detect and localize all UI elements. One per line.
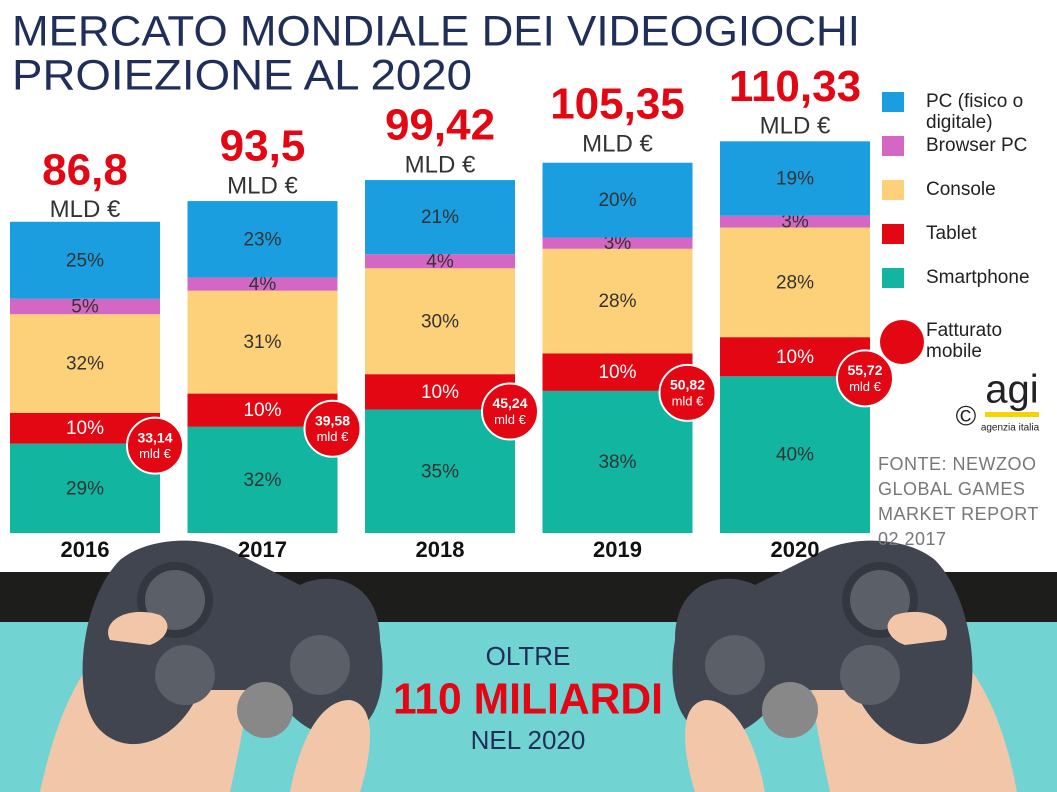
- segment-label: 5%: [71, 297, 99, 318]
- mobile-badge: [658, 363, 717, 422]
- segment-label: 40%: [776, 445, 814, 466]
- total-label: 93,5: [220, 122, 306, 171]
- bar-segment: [720, 215, 870, 228]
- legend-swatch: [882, 92, 904, 112]
- bar-segment: [542, 162, 693, 238]
- legend-swatch: [882, 268, 904, 288]
- bar-segment: [187, 290, 338, 394]
- segment-label: 28%: [776, 272, 814, 293]
- segment-label: 10%: [421, 382, 459, 403]
- segment-label: 21%: [421, 207, 459, 228]
- segment-label: 38%: [598, 452, 636, 473]
- total-unit: MLD €: [760, 113, 831, 140]
- segment-label: 32%: [243, 470, 281, 491]
- mobile-unit: mld €: [139, 446, 172, 461]
- legend-swatch: [880, 320, 924, 364]
- segment-label: 4%: [426, 251, 454, 272]
- total-unit: MLD €: [50, 196, 121, 223]
- bar-segment: [720, 141, 870, 216]
- segment-label: 19%: [776, 169, 814, 190]
- mobile-badge: [836, 349, 894, 408]
- mobile-badge: [126, 416, 184, 475]
- segment-label: 23%: [243, 229, 281, 250]
- year-label: 2018: [416, 537, 465, 562]
- segment-label: 32%: [66, 354, 104, 375]
- year-label: 2019: [593, 537, 642, 562]
- legend-label: Smartphone: [926, 267, 1030, 288]
- legend-label: Browser PC: [926, 135, 1028, 156]
- banner-top: OLTRE: [486, 641, 571, 671]
- bar-segment: [720, 376, 870, 533]
- year-label: 2016: [61, 537, 110, 562]
- bar-segment: [542, 390, 693, 533]
- total-label: 99,42: [385, 101, 495, 150]
- segment-label: 10%: [66, 418, 104, 439]
- mobile-badge: [303, 399, 362, 458]
- segment-label: 20%: [598, 190, 636, 211]
- mobile-unit: mld €: [672, 393, 705, 408]
- segment-label: 35%: [421, 461, 459, 482]
- mobile-value: 39,58: [315, 412, 350, 428]
- chart-title: MERCATO MONDIALE DEI VIDEOGIOCHI: [12, 7, 860, 55]
- logo-copyright: ©: [956, 400, 977, 431]
- year-label: 2020: [771, 537, 820, 562]
- segment-label: 4%: [249, 274, 277, 295]
- year-label: 2017: [238, 537, 287, 562]
- total-label: 110,33: [729, 62, 861, 111]
- bar-segment: [365, 180, 515, 255]
- total-unit: MLD €: [405, 151, 476, 178]
- legend-swatch: [882, 136, 904, 156]
- mobile-unit: mld €: [849, 379, 882, 394]
- mobile-value: 55,72: [847, 362, 882, 378]
- bar-segment: [10, 314, 160, 413]
- chart-subtitle: PROIEZIONE AL 2020: [12, 51, 472, 99]
- bar-segment: [187, 201, 338, 278]
- total-label: 86,8: [42, 145, 128, 194]
- total-unit: MLD €: [227, 172, 298, 199]
- bar-segment: [720, 227, 870, 338]
- mobile-value: 50,82: [670, 377, 705, 393]
- bar-segment: [10, 298, 160, 315]
- bar-segment: [10, 221, 160, 299]
- banner-headline: 110 MILIARDI: [393, 675, 663, 724]
- mobile-unit: mld €: [317, 429, 350, 444]
- bar-segment: [542, 248, 693, 354]
- logo-mark: agi: [985, 368, 1038, 412]
- bar-segment: [365, 254, 515, 269]
- banner-bottom: NEL 2020: [471, 725, 586, 755]
- segment-label: 10%: [243, 400, 281, 421]
- logo-bar: [985, 412, 1039, 417]
- mobile-value: 33,14: [137, 429, 172, 445]
- total-label: 105,35: [550, 80, 685, 129]
- segment-label: 10%: [598, 362, 636, 383]
- bar-segment: [365, 268, 515, 375]
- bar-segment: [542, 237, 693, 249]
- legend-label: Tablet: [926, 223, 977, 244]
- bar-segment: [187, 277, 338, 291]
- segment-label: 29%: [66, 478, 104, 499]
- segment-label: 3%: [604, 233, 632, 254]
- source: FONTE: NEWZOO GLOBAL GAMES MARKET REPORT…: [878, 454, 1039, 549]
- segment-label: 28%: [598, 291, 636, 312]
- legend-label: Console: [926, 179, 996, 200]
- legend-label: PC (fisico o digitale): [926, 91, 1024, 133]
- legend-swatch: [882, 180, 904, 200]
- segment-label: 10%: [776, 347, 814, 368]
- legend-label: Fatturato mobile: [926, 320, 1003, 362]
- controller-left: [40, 540, 383, 792]
- legend-swatch: [882, 224, 904, 244]
- total-unit: MLD €: [582, 130, 653, 157]
- segment-label: 3%: [781, 212, 809, 233]
- controller-right: [672, 540, 1017, 792]
- segment-label: 31%: [243, 332, 281, 353]
- segment-label: 30%: [421, 311, 459, 332]
- segment-label: 25%: [66, 250, 104, 271]
- mobile-unit: mld €: [494, 412, 527, 427]
- mobile-value: 45,24: [492, 395, 527, 411]
- logo-text: agenzia italia: [981, 423, 1040, 434]
- mobile-badge: [481, 382, 539, 441]
